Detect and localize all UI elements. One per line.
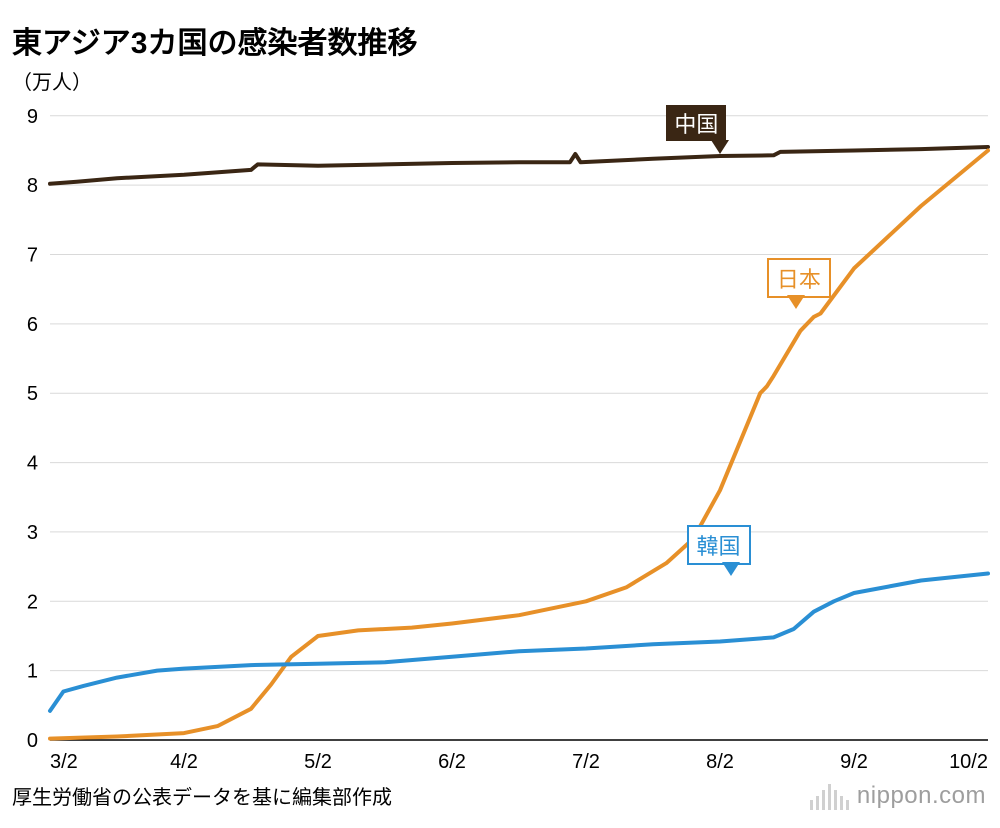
y-tick-label: 7	[27, 245, 38, 267]
y-tick-label: 2	[27, 591, 38, 613]
y-tick-label: 9	[27, 106, 38, 128]
x-tick-label: 7/2	[572, 751, 600, 773]
x-tick-label: 10/2	[949, 751, 988, 773]
line-chart: 0 1 2 3 4 5 6 7 8 9 3/2 4/2 5/2 6/2 7/2 8/2 9/2 10/2	[0, 0, 1000, 828]
series-line-china	[50, 147, 988, 184]
brand-logo: nippon.com	[810, 782, 986, 810]
y-tick-label: 6	[27, 314, 38, 336]
brand-bars-icon	[810, 784, 849, 810]
series-label-china: 中国	[666, 105, 726, 141]
y-tick-label: 0	[27, 730, 38, 752]
series-line-korea	[50, 574, 988, 711]
x-tick-label: 6/2	[438, 751, 466, 773]
x-tick-label: 8/2	[706, 751, 734, 773]
x-tick-label: 5/2	[304, 751, 332, 773]
y-tick-label: 8	[27, 175, 38, 197]
x-tick-label: 9/2	[840, 751, 868, 773]
y-tick-label: 4	[27, 453, 38, 475]
x-tick-label: 3/2	[50, 751, 78, 773]
x-tick-label: 4/2	[170, 751, 198, 773]
y-tick-label: 5	[27, 383, 38, 405]
chart-root: 東アジア3カ国の感染者数推移 （万人） 01234567893/24/25/26…	[0, 0, 1000, 828]
y-tick-label: 3	[27, 522, 38, 544]
series-label-japan: 日本	[767, 258, 831, 298]
source-note: 厚生労働省の公表データを基に編集部作成	[12, 781, 392, 810]
y-tick-label: 1	[27, 661, 38, 683]
brand-text: nippon.com	[857, 782, 986, 810]
series-label-korea: 韓国	[687, 525, 751, 565]
